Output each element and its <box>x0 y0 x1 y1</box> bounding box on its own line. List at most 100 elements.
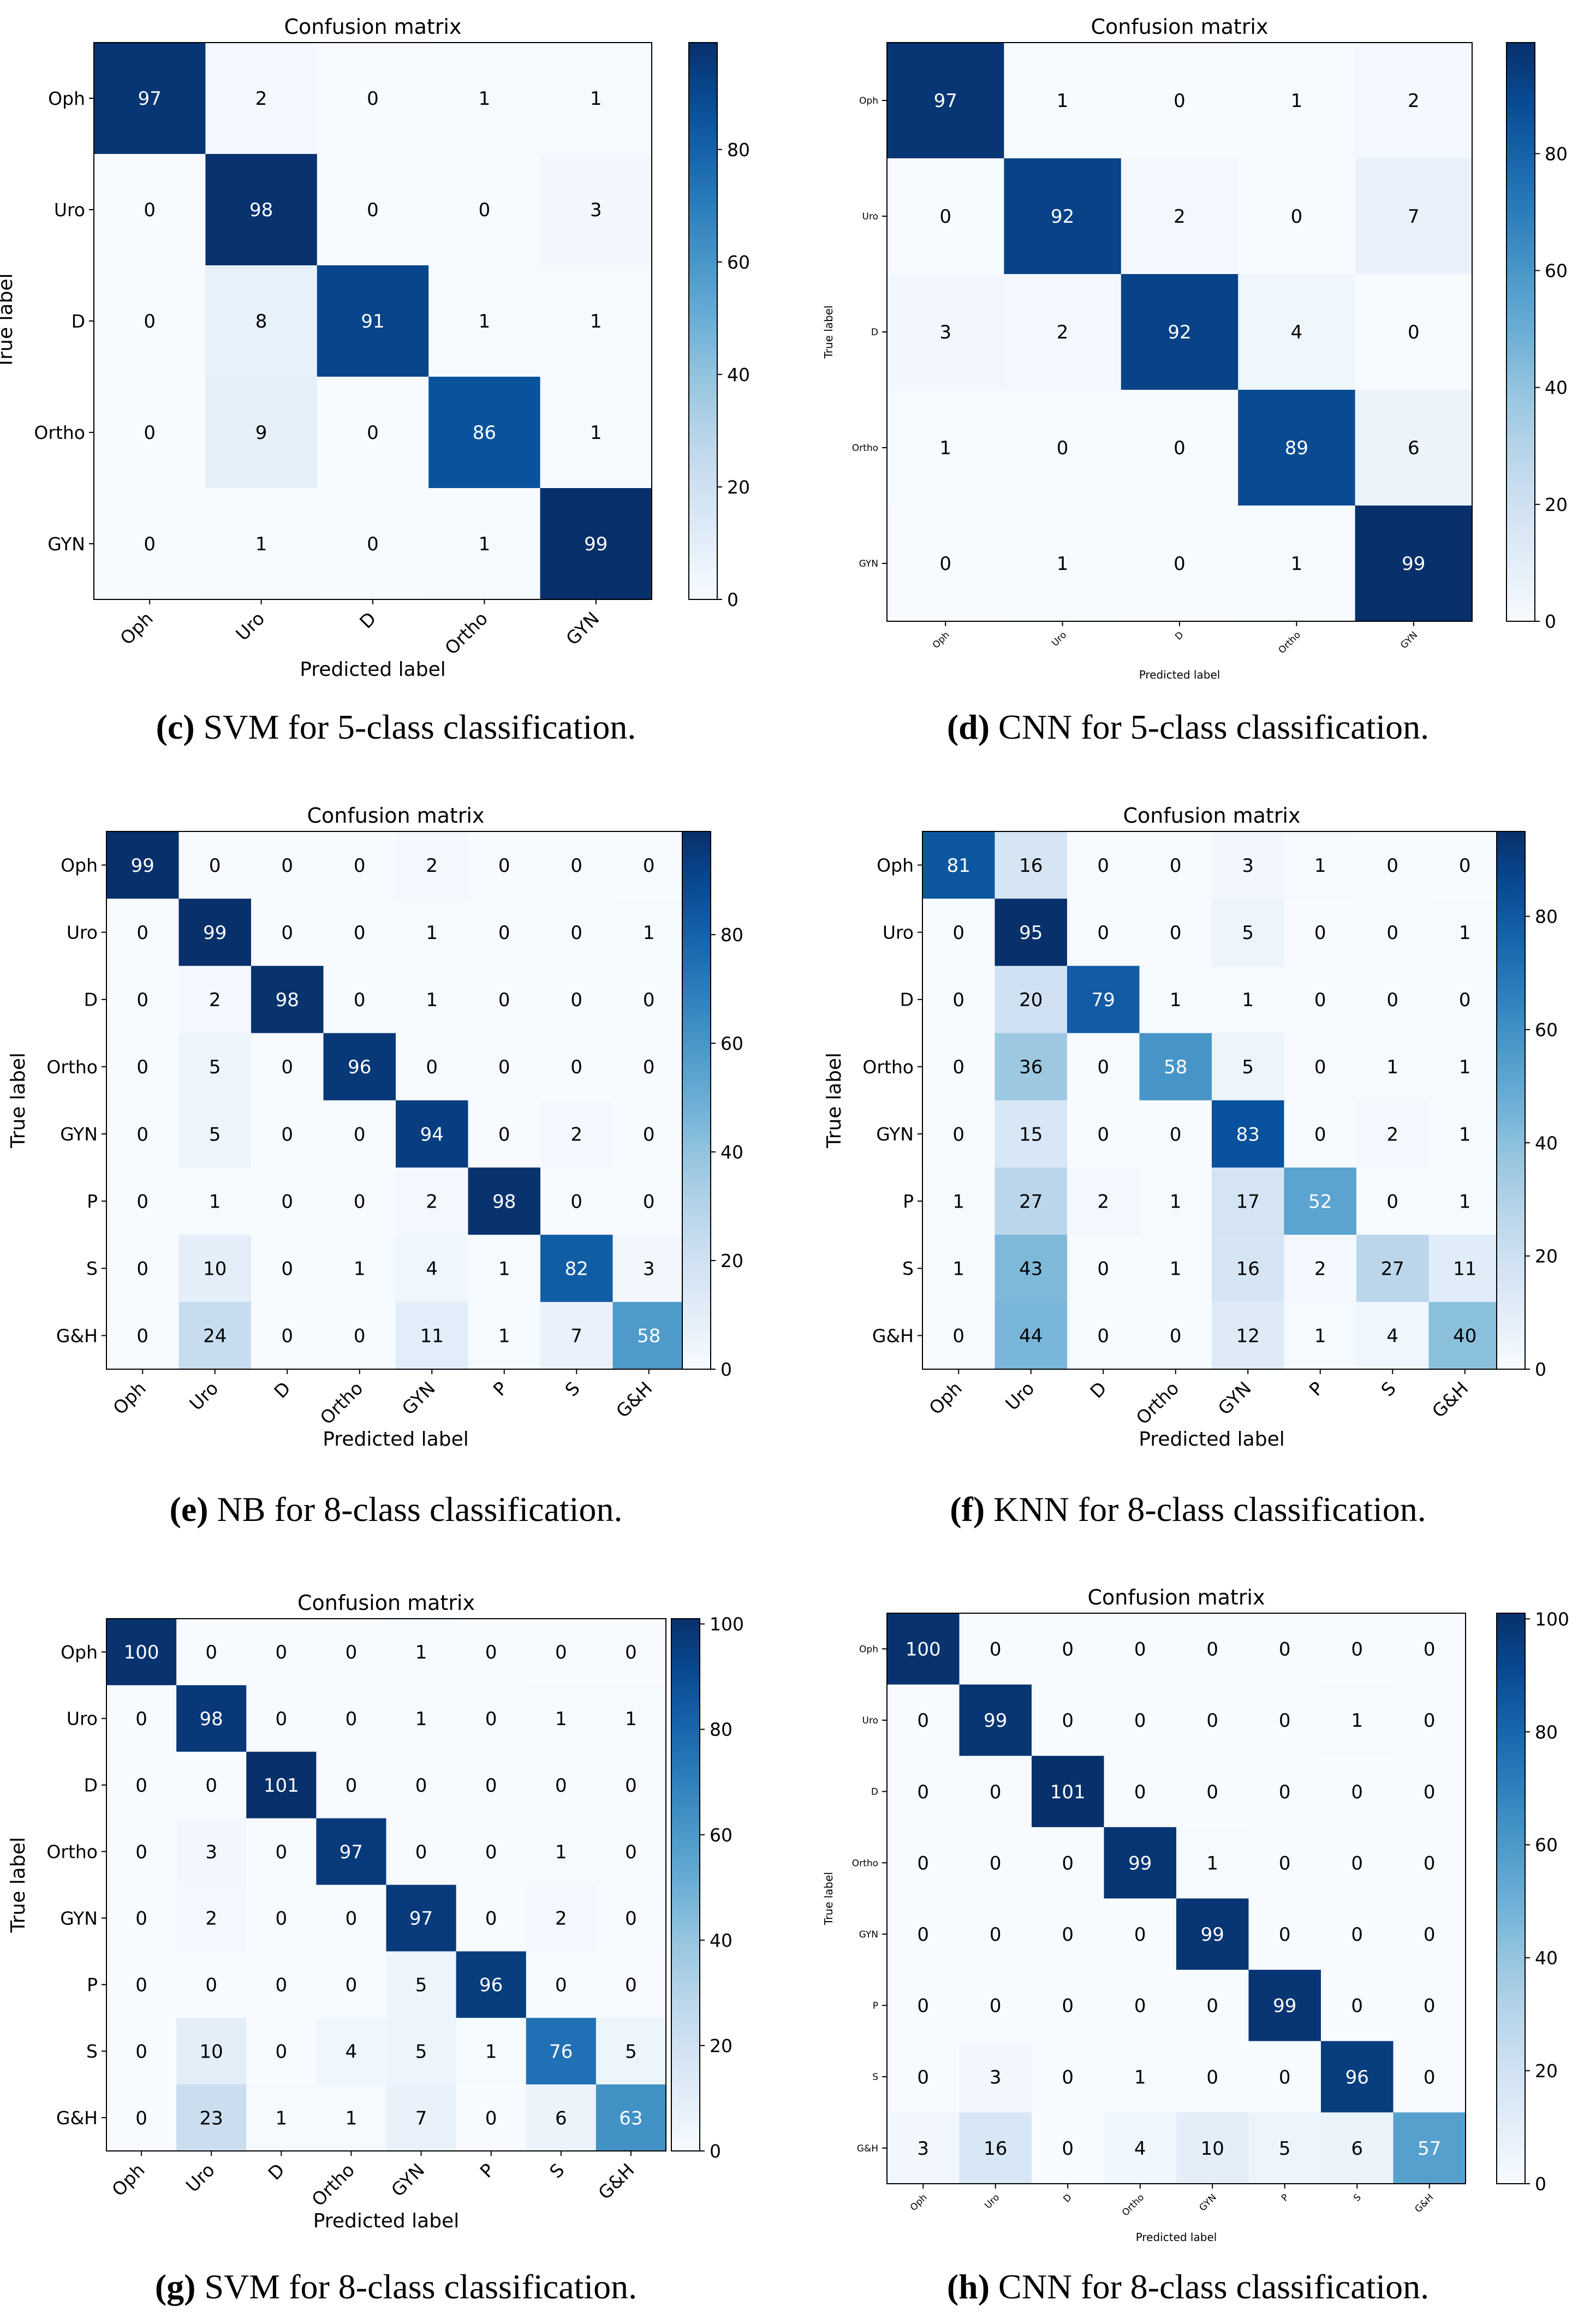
matrix-cell <box>456 2084 527 2151</box>
cell-value-label: 1 <box>1057 553 1069 575</box>
x-tick-label: Uro <box>185 1377 222 1414</box>
y-tick-label: G&H <box>872 1325 914 1346</box>
cell-value-label: 0 <box>1134 1781 1146 1803</box>
matrix-cell <box>1393 2041 1466 2113</box>
chart-title: Confusion matrix <box>297 1591 475 1615</box>
cell-value-label: 0 <box>415 1841 427 1863</box>
matrix-cell <box>178 1033 252 1101</box>
cell-value-label: 5 <box>209 1056 221 1078</box>
matrix-cell <box>1393 1613 1466 1685</box>
y-tick-label: GYN <box>60 1907 98 1929</box>
colorbar <box>1496 1613 1526 2184</box>
x-tick-label: Ortho <box>1277 629 1303 656</box>
matrix-cell <box>1428 831 1502 899</box>
matrix-cell <box>1356 1234 1430 1303</box>
cell-value-label: 99 <box>131 855 154 877</box>
cell-value-label: 0 <box>555 1975 567 1996</box>
matrix-cell <box>386 1751 457 1819</box>
y-tick-label: GYN <box>60 1124 98 1145</box>
matrix-cell <box>1067 1033 1140 1101</box>
x-tick-label: P <box>1279 2192 1291 2203</box>
cell-value-label: 0 <box>1174 553 1186 575</box>
cell-value-label: 1 <box>590 88 602 110</box>
cell-value-label: 1 <box>1242 989 1254 1011</box>
matrix-cell <box>959 1970 1032 2042</box>
cell-value-label: 0 <box>1424 2066 1436 2088</box>
matrix-cell <box>887 506 1004 622</box>
colorbar-tick-label: 0 <box>720 1359 732 1380</box>
matrix-cell <box>251 899 324 966</box>
matrix-cell <box>456 1885 527 1952</box>
matrix-cell <box>596 2018 666 2085</box>
y-tick-label: Oph <box>48 88 85 109</box>
colorbar-tick-label: 0 <box>1545 611 1556 632</box>
cell-value-label: 0 <box>281 922 293 944</box>
y-axis-label: True label <box>822 305 835 359</box>
matrix-cell <box>323 966 396 1033</box>
colorbar-tick-label: 80 <box>720 924 743 946</box>
y-tick-label: Ortho <box>46 1056 98 1078</box>
cell-value-label: 97 <box>409 1908 433 1930</box>
cell-value-label: 0 <box>135 1908 147 1930</box>
matrix-cell <box>1428 1167 1502 1235</box>
matrix-cell <box>323 1301 396 1370</box>
cell-value-label: 0 <box>1134 1924 1146 1946</box>
matrix-cell <box>596 1751 666 1819</box>
y-tick-label: GYN <box>859 1929 878 1940</box>
matrix-cell <box>94 265 206 377</box>
cell-value-label: 97 <box>340 1841 363 1863</box>
colorbar-tick-label: 40 <box>1535 1947 1558 1969</box>
cell-value-label: 10 <box>203 1258 227 1280</box>
cell-value-label: 1 <box>498 1326 510 1347</box>
x-tick-label: Oph <box>908 2192 930 2213</box>
matrix-cell <box>540 43 652 154</box>
cell-value-label: 0 <box>1386 1191 1398 1212</box>
matrix-cell <box>396 1301 469 1370</box>
matrix-cell <box>540 1033 614 1101</box>
x-tick-label: GYN <box>1398 629 1420 651</box>
cell-value-label: 0 <box>1206 1710 1218 1732</box>
matrix-cell <box>1248 1684 1321 1756</box>
matrix-cell <box>959 2041 1032 2113</box>
matrix-cell <box>1032 1684 1105 1756</box>
matrix-cell <box>1032 1827 1105 1899</box>
matrix-cell <box>540 265 652 377</box>
cell-value-label: 2 <box>1386 1124 1398 1145</box>
matrix-cell <box>1428 966 1502 1033</box>
cell-value-label: 81 <box>947 855 970 877</box>
cell-value-label: 1 <box>354 1258 366 1280</box>
x-axis-label: Predicted label <box>1139 1428 1285 1451</box>
caption-g: (g) SVM for 8-class classification. <box>0 2267 792 2307</box>
cell-value-label: 58 <box>1164 1056 1187 1078</box>
cell-value-label: 0 <box>354 922 366 944</box>
cell-value-label: 1 <box>485 2041 497 2063</box>
cell-value-label: 0 <box>1386 855 1398 877</box>
cell-value-label: 0 <box>144 533 156 555</box>
cell-value-label: 1 <box>1291 90 1303 112</box>
cell-value-label: 0 <box>1134 1710 1146 1732</box>
matrix-cell <box>386 1685 457 1752</box>
matrix-cell <box>386 2084 457 2151</box>
caption-g-letter: (g) <box>154 2267 196 2306</box>
colorbar-tick-label: 80 <box>727 139 750 161</box>
matrix-cell <box>959 1827 1032 1899</box>
matrix-cell <box>1321 1827 1394 1899</box>
cell-value-label: 0 <box>144 199 156 221</box>
cell-value-label: 0 <box>1206 2066 1218 2088</box>
cell-value-label: 0 <box>1134 1639 1146 1661</box>
cell-value-label: 98 <box>276 989 299 1011</box>
cell-value-label: 0 <box>136 1124 148 1145</box>
cell-value-label: 96 <box>348 1056 371 1078</box>
matrix-frame <box>106 1618 666 2151</box>
cell-value-label: 5 <box>209 1124 221 1145</box>
matrix-cell <box>1248 1970 1321 2042</box>
matrix-cell <box>106 1301 180 1370</box>
cell-value-label: 0 <box>281 1326 293 1347</box>
colorbar-tick-label: 60 <box>720 1033 743 1054</box>
y-axis-label: True label <box>823 1053 845 1149</box>
confusion-matrix-4: 100 0 0 0 1 0 0 00 98 0 0 1 0 1 10 0 101 0 0 0 0 00 3 0 97 0 0 1 00 2… <box>7 1591 744 2232</box>
cell-value-label: 0 <box>570 1191 582 1212</box>
chart-title: Confusion matrix <box>284 15 462 39</box>
matrix-cell <box>456 2018 527 2085</box>
matrix-cell <box>106 1685 177 1752</box>
